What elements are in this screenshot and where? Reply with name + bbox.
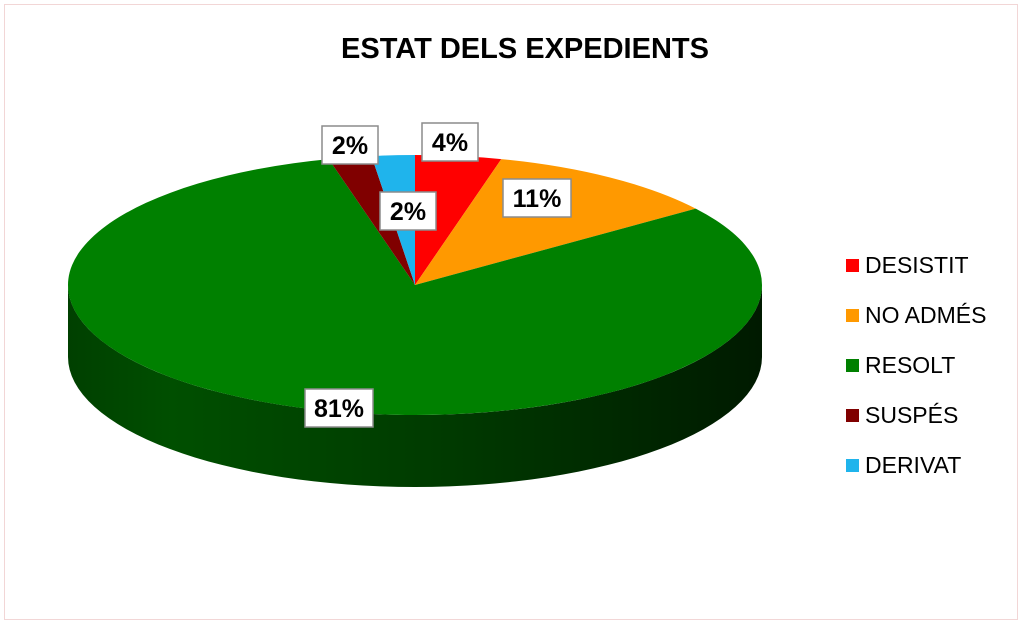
data-label-text: 2% bbox=[390, 198, 426, 226]
data-label-1: 11% bbox=[502, 178, 572, 218]
data-label-text: 4% bbox=[432, 129, 468, 157]
data-label-box bbox=[379, 191, 437, 231]
data-label-text: 2% bbox=[332, 132, 368, 160]
legend-label: NO ADMÉS bbox=[865, 301, 987, 328]
data-label-4: 2% bbox=[379, 191, 437, 231]
pie-side-2 bbox=[68, 285, 762, 487]
legend-item-no-admes: NO ADMÉS bbox=[846, 290, 1016, 340]
pie-slice-desistit bbox=[415, 155, 502, 285]
legend-swatch bbox=[846, 258, 859, 272]
pie-slice-susp-s bbox=[328, 156, 415, 285]
chart-title: ESTAT DELS EXPEDIENTS bbox=[341, 33, 709, 65]
data-label-2: 81% bbox=[304, 388, 374, 428]
legend-item-suspes: SUSPÉS bbox=[846, 390, 1016, 440]
legend-item-derivat: DERIVAT bbox=[846, 440, 1016, 490]
legend-swatch bbox=[846, 358, 859, 372]
legend-swatch bbox=[846, 408, 859, 422]
data-label-3: 2% bbox=[321, 125, 379, 165]
legend: DESISTIT NO ADMÉS RESOLT SUSPÉS DERIVAT bbox=[846, 240, 1016, 490]
legend-label: DESISTIT bbox=[865, 251, 969, 278]
data-label-text: 11% bbox=[513, 185, 562, 213]
legend-item-desistit: DESISTIT bbox=[846, 240, 1016, 290]
pie-slice-no-adm-s bbox=[415, 159, 696, 285]
chart-frame: ESTAT DELS EXPEDIENTS bbox=[4, 4, 1018, 620]
legend-label: DERIVAT bbox=[865, 451, 962, 478]
legend-item-resolt: RESOLT bbox=[846, 340, 1016, 390]
data-label-box bbox=[321, 125, 379, 165]
legend-swatch bbox=[846, 458, 859, 472]
data-label-box bbox=[421, 122, 479, 162]
data-label-box bbox=[502, 178, 572, 218]
legend-label: SUSPÉS bbox=[865, 401, 959, 428]
data-label-box bbox=[304, 388, 374, 428]
data-label-text: 81% bbox=[314, 395, 364, 423]
legend-label: RESOLT bbox=[865, 351, 956, 378]
legend-swatch bbox=[846, 308, 859, 322]
pie-slice-resolt bbox=[67, 159, 762, 415]
data-label-0: 4% bbox=[421, 122, 479, 162]
